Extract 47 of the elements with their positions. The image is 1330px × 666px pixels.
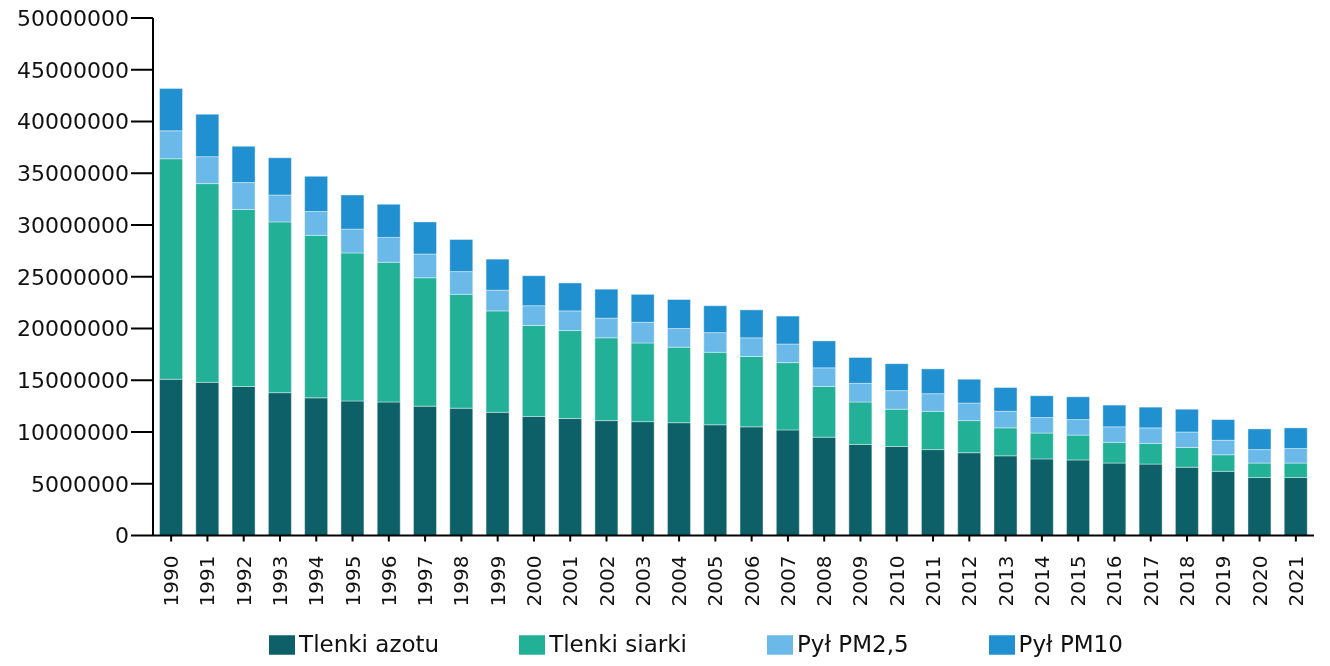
x-tick-label: 2018 — [1175, 555, 1200, 607]
x-tick-label: 2015 — [1066, 555, 1091, 607]
y-tick-label: 20000000 — [17, 316, 129, 342]
x-tick-label: 1990 — [159, 555, 184, 607]
y-tick-label: 30000000 — [17, 212, 129, 238]
y-tick-label: 50000000 — [17, 5, 129, 31]
legend-label: Pył PM2,5 — [796, 630, 909, 657]
legend-label: Tlenki azotu — [299, 630, 440, 657]
x-tick-label: 1995 — [340, 555, 365, 607]
y-tick-label: 5000000 — [31, 471, 129, 497]
x-tick-label: 1996 — [376, 555, 401, 607]
x-tick-label: 2016 — [1102, 555, 1127, 607]
legend-label: Pył PM10 — [1018, 630, 1123, 657]
x-tick-label: 2007 — [775, 555, 800, 607]
x-tick-label: 1992 — [231, 555, 256, 607]
x-tick-label: 1997 — [413, 555, 438, 607]
x-tick-label: 2019 — [1211, 555, 1236, 607]
x-tick-label: 2004 — [667, 555, 692, 607]
x-tick-label: 2017 — [1138, 555, 1163, 607]
x-tick-label: 2005 — [703, 555, 728, 607]
y-tick-label: 0 — [115, 523, 129, 549]
x-tick-label: 2002 — [594, 555, 619, 607]
x-tick-label: 2006 — [739, 555, 764, 607]
x-tick-label: 2012 — [957, 555, 982, 607]
legend-label: Tlenki siarki — [549, 630, 687, 657]
y-tick-label: 25000000 — [17, 264, 129, 290]
y-tick-label: 35000000 — [17, 161, 129, 187]
x-tick-label: 2011 — [921, 555, 946, 607]
x-tick-label: 2003 — [630, 555, 655, 607]
x-tick-label: 1991 — [195, 555, 220, 607]
x-tick-label: 2013 — [993, 555, 1018, 607]
x-tick-label: 2021 — [1283, 555, 1308, 607]
x-tick-label: 2009 — [848, 555, 873, 607]
x-tick-label: 1993 — [267, 555, 292, 607]
x-tick-label: 2010 — [884, 555, 909, 607]
x-tick-label: 2020 — [1247, 555, 1272, 607]
x-tick-label: 1998 — [449, 555, 474, 607]
y-tick-label: 10000000 — [17, 419, 129, 445]
x-tick-label: 2000 — [521, 555, 546, 607]
x-tick-label: 1994 — [304, 555, 329, 607]
y-tick-label: 15000000 — [17, 368, 129, 394]
x-tick-label: 2008 — [812, 555, 837, 607]
y-tick-label: 45000000 — [17, 57, 129, 83]
y-tick-label: 40000000 — [17, 109, 129, 135]
x-tick-label: 2014 — [1029, 555, 1054, 607]
x-tick-label: 2001 — [558, 555, 583, 607]
x-tick-label: 1999 — [485, 555, 510, 607]
